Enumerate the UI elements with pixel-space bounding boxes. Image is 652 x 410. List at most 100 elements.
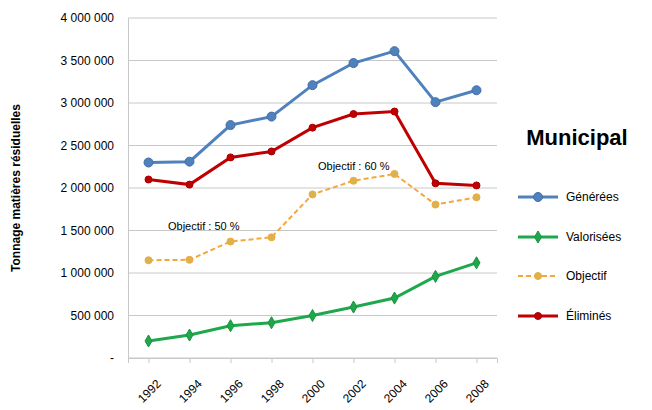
point — [432, 270, 439, 282]
x-tick-mark — [272, 358, 273, 363]
x-tick-mark — [231, 358, 232, 363]
y-tick-label: 3 000 000 — [61, 96, 115, 110]
point — [309, 191, 316, 198]
legend-item: Éliminés — [518, 308, 611, 323]
legend: Générées Valorisées Objectif Éliminés — [518, 190, 621, 323]
y-tick-label: 500 000 — [71, 309, 115, 323]
point — [145, 176, 152, 183]
point — [390, 47, 399, 56]
point — [227, 154, 234, 161]
y-tick-label: 3 500 000 — [61, 54, 115, 68]
point — [350, 301, 357, 313]
legend-marker — [535, 313, 542, 320]
legend-label: Valorisées — [566, 230, 621, 244]
point — [431, 98, 440, 107]
y-tick-label: 2 500 000 — [61, 139, 115, 153]
point — [350, 111, 357, 118]
y-tick-label: 1 500 000 — [61, 224, 115, 238]
point — [144, 158, 153, 167]
y-axis-title: Tonnage matières résiduelles — [9, 104, 23, 272]
series-line — [149, 263, 477, 341]
x-axis-line — [129, 359, 498, 364]
legend-label: Générées — [566, 190, 619, 204]
y-tick: 500 000 — [71, 309, 128, 323]
y-tick: 1 000 000 — [61, 266, 128, 280]
grid-line — [128, 103, 497, 104]
x-tick: 2004 — [381, 358, 410, 406]
x-tick-label: 2002 — [340, 377, 369, 406]
x-tick: 2006 — [422, 358, 451, 406]
series — [144, 47, 481, 167]
point — [473, 182, 480, 189]
point — [145, 335, 152, 347]
point — [391, 170, 398, 177]
x-tick-label: 1994 — [176, 377, 205, 406]
legend-item: Objectif — [518, 269, 607, 283]
x-tick-label: 1998 — [258, 377, 287, 406]
x-tick: 2000 — [299, 358, 328, 406]
y-axis: - 500 000 1 000 000 1 500 000 2 000 000 2 500… — [61, 11, 129, 365]
grid-line — [128, 18, 497, 19]
annotation: Objectif : 50 % — [168, 220, 240, 232]
x-tick: 1998 — [258, 358, 287, 406]
x-tick: 1994 — [176, 358, 205, 406]
point — [432, 180, 439, 187]
y-axis-line — [128, 19, 129, 359]
x-tick-label: 2000 — [299, 377, 328, 406]
x-tick-label: 1996 — [217, 377, 246, 406]
x-tick-label: 2006 — [422, 377, 451, 406]
y-tick: 4 000 000 — [61, 11, 128, 25]
series — [145, 170, 480, 263]
y-tick: 2 000 000 — [61, 181, 128, 195]
x-tick-label: 2008 — [463, 377, 492, 406]
y-tick-label: - — [110, 351, 114, 365]
point — [473, 194, 480, 201]
grid-line — [128, 60, 497, 61]
x-tick-label: 1992 — [135, 377, 164, 406]
point — [185, 157, 194, 166]
plot-area — [144, 47, 481, 347]
y-tick-label: 4 000 000 — [61, 11, 115, 25]
point — [186, 329, 193, 341]
point — [349, 59, 358, 68]
point — [350, 177, 357, 184]
x-tick: 1996 — [217, 358, 246, 406]
y-tick-label: 1 000 000 — [61, 266, 115, 280]
x-tick: 2002 — [340, 358, 369, 406]
x-tick: 1992 — [135, 358, 164, 406]
series — [145, 257, 480, 347]
series — [145, 108, 480, 189]
point — [268, 317, 275, 329]
grid-line — [128, 145, 497, 146]
point — [268, 234, 275, 241]
point — [186, 256, 193, 263]
point — [309, 124, 316, 131]
x-axis: 1992 1994 1996 1998 2000 2002 2004 2006 2008 — [129, 358, 498, 406]
grid-line — [128, 188, 497, 189]
legend-label: Objectif — [566, 269, 607, 283]
y-tick-label: 2 000 000 — [61, 181, 115, 195]
grid — [128, 18, 497, 358]
x-tick-mark — [190, 358, 191, 363]
x-tick-mark — [436, 358, 437, 363]
point — [145, 257, 152, 264]
title: Municipal — [526, 125, 627, 150]
series-line — [149, 174, 477, 260]
point — [472, 86, 481, 95]
legend-item: Générées — [518, 190, 619, 204]
x-tick-mark — [477, 358, 478, 363]
x-tick-mark — [313, 358, 314, 363]
point — [226, 121, 235, 130]
y-tick: 1 500 000 — [61, 224, 128, 238]
point — [391, 108, 398, 115]
x-tick-mark — [395, 358, 396, 363]
y-tick: 2 500 000 — [61, 139, 128, 153]
point — [227, 238, 234, 245]
x-tick: 2008 — [463, 358, 492, 406]
point — [227, 320, 234, 332]
x-tick-mark — [149, 358, 150, 363]
y-tick: 3 000 000 — [61, 96, 128, 110]
y-tick: 3 500 000 — [61, 54, 128, 68]
point — [268, 148, 275, 155]
point — [308, 81, 317, 90]
